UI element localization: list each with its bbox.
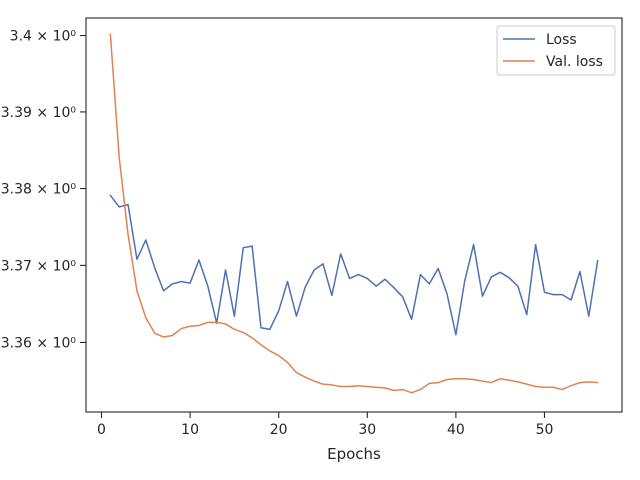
legend-label: Val. loss	[546, 54, 603, 70]
x-tick-label: 10	[181, 422, 199, 438]
y-axis: 3.36 × 10⁰ 3.37 × 10⁰ 3.38 × 10⁰ 3.39 × 10⁰…	[1, 29, 86, 351]
y-tick-label: 3.36 × 10⁰	[1, 335, 77, 351]
x-axis-title: Epochs	[327, 445, 381, 463]
y-tick-label: 3.37 × 10⁰	[1, 258, 77, 274]
y-tick-label: 3.38 × 10⁰	[1, 182, 77, 198]
x-tick-label: 50	[536, 422, 554, 438]
y-tick-label: 3.39 × 10⁰	[1, 105, 77, 121]
plot-area	[86, 18, 622, 412]
plot-frame	[85, 17, 623, 413]
series-line-loss	[109, 194, 599, 336]
x-tick-label: 0	[97, 422, 106, 438]
x-tick-label: 20	[270, 422, 288, 438]
x-tick-label: 30	[358, 422, 376, 438]
series-layer	[109, 33, 599, 394]
y-tick-label: 3.4 × 10⁰	[10, 29, 77, 45]
series-line-val-loss	[109, 33, 599, 394]
legend: Loss Val. loss	[496, 25, 616, 76]
legend-label: Loss	[546, 32, 577, 48]
x-axis: 0 10 20 30 40 50	[97, 412, 553, 438]
x-tick-label: 40	[447, 422, 465, 438]
